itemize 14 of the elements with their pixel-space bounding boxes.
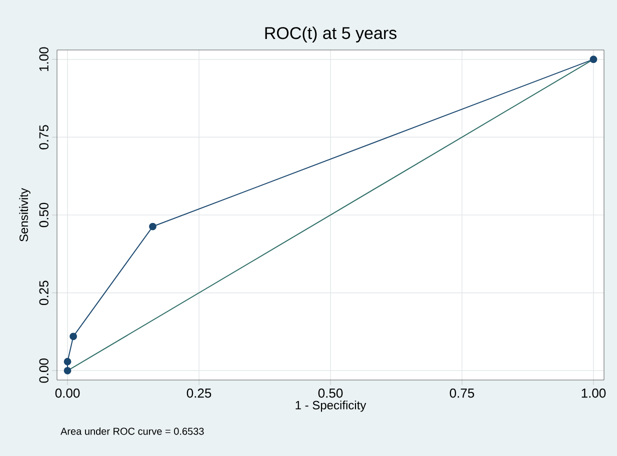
x-tick-label: 0.50 bbox=[318, 388, 343, 398]
text: Area under ROC curve = 0.6533 bbox=[60, 427, 204, 435]
x-tick-label: 1.00 bbox=[582, 388, 606, 398]
y-tick-label: 0.50 bbox=[39, 202, 48, 228]
y-tick-label: 0.25 bbox=[39, 280, 48, 305]
y-tick-label: 0.00 bbox=[39, 358, 48, 383]
y-tick-label: 0.75 bbox=[39, 125, 48, 150]
x-tick-label: 0.75 bbox=[450, 388, 474, 398]
y-tick-label: 1.00 bbox=[39, 47, 48, 71]
chart-title: ROC(t) at 5 years bbox=[265, 26, 396, 42]
x-tick-label: 0.00 bbox=[55, 388, 80, 398]
y-axis-title: Sensitivity bbox=[19, 188, 30, 242]
x-tick-label: 0.25 bbox=[186, 388, 212, 398]
x-axis-title: 1 - Specificity bbox=[296, 400, 366, 412]
